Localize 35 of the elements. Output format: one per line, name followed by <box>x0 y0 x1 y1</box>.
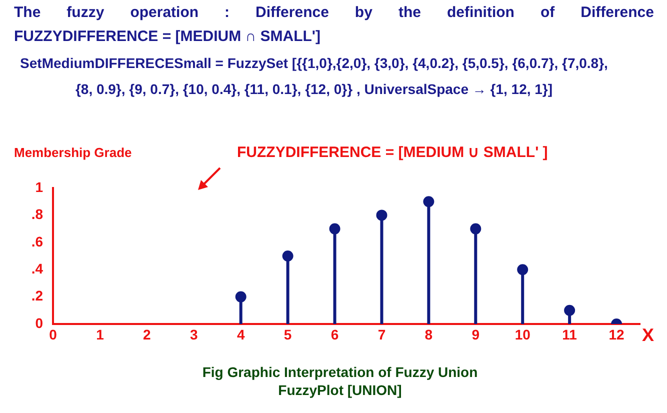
x-tick-label: 5 <box>284 326 292 342</box>
point <box>235 291 246 302</box>
y-tick-label: .4 <box>31 260 44 276</box>
point <box>376 210 388 221</box>
x-tick-label: 12 <box>608 326 625 342</box>
text: SetMediumDIFFERECESmall = FuzzySet [{{1,0},{2,0}, {3,0}, {4,0.2}, {5,0.5}, {6,0.7}, {7,0.8}, {8, 0.9}, {9, 0.7}, {10, 0.4}, {11, 0.1}, {12, 0}} , UniversalSpace → {1, 12, 1}] <box>19 54 609 99</box>
y-tick-label: .2 <box>31 288 44 304</box>
x-tick-label: 11 <box>562 326 578 342</box>
text: The fuzzy operation : Difference by the definition of Difference <box>14 3 654 23</box>
x-tick-label: 1 <box>96 326 104 342</box>
y-tick-label: .8 <box>31 206 44 222</box>
chart-title: FUZZYDIFFERENCE = [MEDIUM ∪ SMALL' ] <box>237 143 548 161</box>
y-tick-label: 1 <box>35 178 44 195</box>
x-tick-label: 10 <box>514 326 531 342</box>
point <box>423 196 434 208</box>
x-tick-label: 6 <box>330 326 339 342</box>
point <box>564 304 576 316</box>
point <box>517 264 528 276</box>
point <box>329 223 340 234</box>
text: Fig Graphic Interpretation of Fuzzy Union <box>201 364 479 380</box>
y-tick-label: 0 <box>35 314 44 331</box>
x-tick-label: 0 <box>49 326 58 342</box>
x-tick-label: 2 <box>143 326 152 342</box>
y-tick-label: .6 <box>31 233 44 250</box>
x-tick-label: 4 <box>236 326 245 342</box>
text: FuzzyPlot [UNION] <box>277 382 403 398</box>
text: FUZZYDIFFERENCE = [MEDIUM ∩ SMALL'] <box>14 27 322 47</box>
x-tick-label: 7 <box>378 326 386 342</box>
point <box>282 250 294 262</box>
point <box>470 223 482 234</box>
x-tick-label: 3 <box>190 326 198 342</box>
x-tick-label: 9 <box>472 326 480 342</box>
x-axis-title: X <box>642 325 654 346</box>
x-tick-label: 8 <box>424 326 433 342</box>
y-axis-title: Membership Grade <box>14 145 132 160</box>
